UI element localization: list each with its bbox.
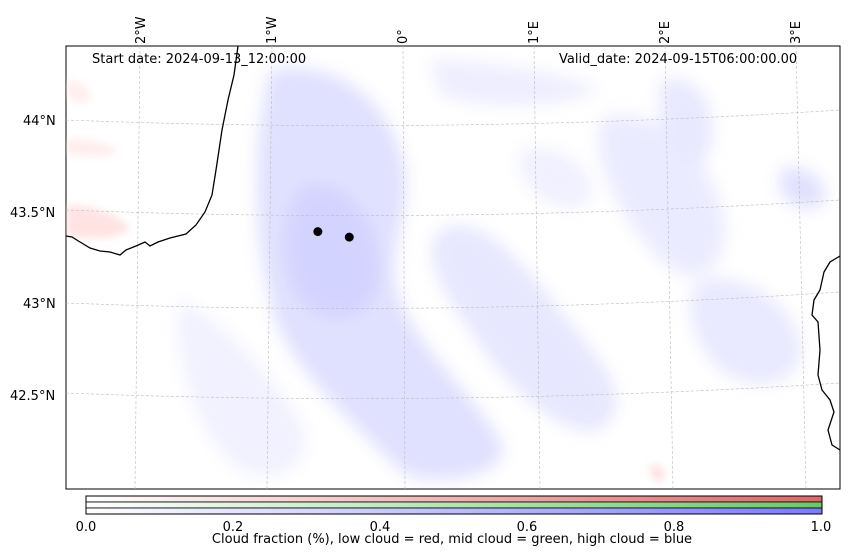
colorbar-caption: Cloud fraction (%), low cloud = red, mid…: [211, 532, 693, 547]
valid-date: Valid_date: 2024-09-15T06:00:00.00: [559, 52, 798, 67]
lon-label-0: 0°: [396, 29, 411, 44]
lon-label-2w: 2°W: [134, 16, 149, 44]
colorbar: [85, 495, 823, 515]
lon-label-1e: 1°E: [527, 21, 542, 44]
gridlines: [66, 46, 840, 489]
point-1: [313, 227, 323, 237]
high-cloud-field: [178, 60, 826, 480]
coastline-west: [66, 46, 239, 256]
colorbar-tick-4: 0.8: [663, 520, 685, 535]
colorbar-tick-1: 0.2: [222, 520, 244, 535]
coastline-east: [811, 255, 840, 451]
lon-label-3e: 3°E: [789, 21, 804, 44]
colorbar-tick-5: 1.0: [810, 520, 832, 535]
lat-label-43-5n: 43.5°N: [10, 206, 56, 221]
start-date: Start date: 2024-09-13_12:00:00: [92, 52, 307, 67]
lon-label-1w: 1°W: [265, 16, 280, 44]
colorbar-tick-3: 0.6: [516, 520, 538, 535]
lat-label-44n: 44°N: [23, 114, 56, 129]
colorbar-tick-0: 0.0: [75, 520, 97, 535]
point-2: [344, 232, 354, 242]
low-cloud-field: [66, 80, 666, 483]
lat-label-42-5n: 42.5°N: [10, 389, 56, 404]
colorbar-tick-2: 0.4: [369, 520, 391, 535]
lon-label-2e: 2°E: [658, 21, 673, 44]
lat-label-43n: 43°N: [23, 297, 56, 312]
